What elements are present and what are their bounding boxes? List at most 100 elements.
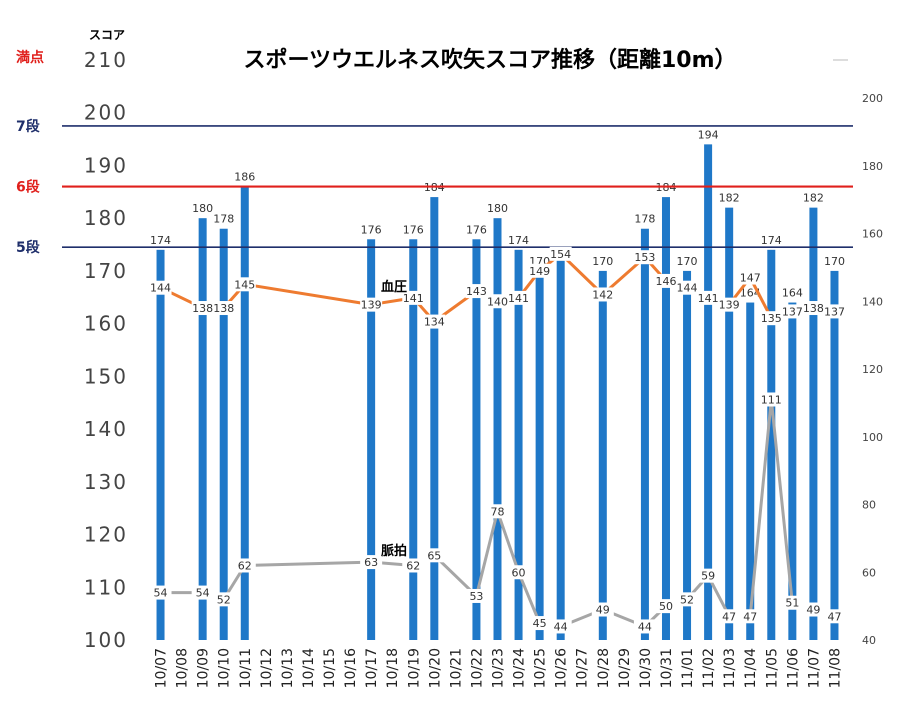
y-tick-label: 180 [84,206,128,230]
y-tick-label: 110 [84,575,128,599]
pulse-label-bg [739,609,762,624]
score-bar [493,218,502,640]
score-bar-label: 170 [824,255,845,268]
pulse-point-label: 62 [238,559,252,572]
bp-label-bg [149,280,172,295]
y2-tick-label: 120 [862,363,883,376]
pulse-point-label: 59 [701,570,715,583]
x-tick-label: 10/08 [175,648,191,688]
pulse-label-bg [802,602,825,617]
score-bar-label: 176 [466,223,487,236]
pulse-point-label: 53 [469,590,483,603]
bp-point-label: 144 [677,282,698,295]
score-bar [219,228,228,640]
x-tick-label: 10/07 [154,648,170,688]
pulse-point-label: 44 [638,620,652,633]
x-tick-label: 10/26 [554,648,570,688]
pulse-label-bg [781,595,804,610]
bp-label-bg [465,284,488,299]
x-tick-label: 11/01 [680,648,696,688]
x-tick-label: 11/06 [785,648,801,688]
x-tick-label: 10/12 [259,648,275,688]
y-tick-label: 160 [84,312,128,336]
score-bar-label: 174 [150,234,171,247]
score-bar [767,249,776,640]
x-tick-label: 11/05 [764,648,780,688]
score-bar [725,207,734,641]
bp-point-label: 144 [150,282,171,295]
pulse-label-bg [549,619,572,634]
bp-point-label: 143 [466,285,487,298]
score-bar-label: 180 [487,202,508,215]
bp-label-bg [697,290,720,305]
x-tick-label: 10/31 [659,648,675,688]
x-tick-label: 10/29 [617,648,633,688]
pulse-label-bg [507,565,530,580]
bp-label-bg [528,263,551,278]
bp-point-label: 140 [487,295,508,308]
pulse-point-label: 52 [680,593,694,606]
pulse-label-bg [465,588,488,603]
bp-point-label: 135 [761,312,782,325]
bp-point-label: 134 [424,316,445,329]
score-bar-label: 174 [508,234,529,247]
score-bar-label: 178 [213,213,234,226]
bp-label-bg [823,304,846,319]
pulse-point-label: 49 [596,604,610,617]
bp-label-bg [212,301,235,316]
bp-point-label: 139 [361,299,382,312]
pulse-point-label: 52 [217,593,231,606]
pulse-label-bg [212,592,235,607]
score-bar [788,302,797,640]
x-tick-label: 10/16 [343,648,359,688]
bp-label-bg [739,270,762,285]
x-tick-label: 11/02 [701,648,717,688]
x-tick-label: 11/08 [827,648,843,688]
x-tick-label: 10/20 [427,648,443,688]
score-bar [746,302,755,640]
pulse-point-label: 78 [491,505,505,518]
bp-point-label: 153 [634,251,655,264]
pulse-label-bg [360,555,383,570]
x-tick-label: 10/25 [533,648,549,688]
score-bar [198,218,207,640]
y2-tick-label: 160 [862,228,883,241]
score-bar-label: 178 [634,213,655,226]
score-bar [367,239,376,641]
reference-line-label: 7段 [16,118,40,135]
bp-point-label: 147 [740,272,761,285]
x-tick-label: 10/24 [512,648,528,688]
bp-label-bg [360,297,383,312]
pulse-point-label: 47 [827,610,841,623]
y-tick-label: 150 [84,364,128,388]
bp-label-bg [402,290,425,305]
pulse-label-bg [149,585,172,600]
score-bar [683,270,692,640]
pulse-point-label: 49 [806,604,820,617]
y2-tick-label: 100 [862,431,883,444]
x-tick-label: 10/22 [469,648,485,688]
pulse-point-label: 50 [659,600,673,613]
score-bar [472,239,481,641]
score-bar-label: 164 [782,287,803,300]
y2-tick-label: 60 [862,566,876,579]
score-bar [535,270,544,640]
x-tick-label: 10/28 [596,648,612,688]
bp-point-label: 137 [824,305,845,318]
score-bar [809,207,818,641]
y2-tick-label: 200 [862,92,883,105]
x-tick-label: 10/14 [301,648,317,688]
pulse-label-bg [760,392,783,407]
score-bar [830,270,839,640]
bp-label-bg [654,273,677,288]
bp-point-label: 149 [529,265,550,278]
pulse-point-label: 54 [154,587,168,600]
score-bar [640,228,649,640]
score-bar-label: 174 [761,234,782,247]
bp-point-label: 139 [719,299,740,312]
x-tick-label: 10/27 [575,648,591,688]
y-tick-label: 130 [84,470,128,494]
pulse-label-bg [654,599,677,614]
